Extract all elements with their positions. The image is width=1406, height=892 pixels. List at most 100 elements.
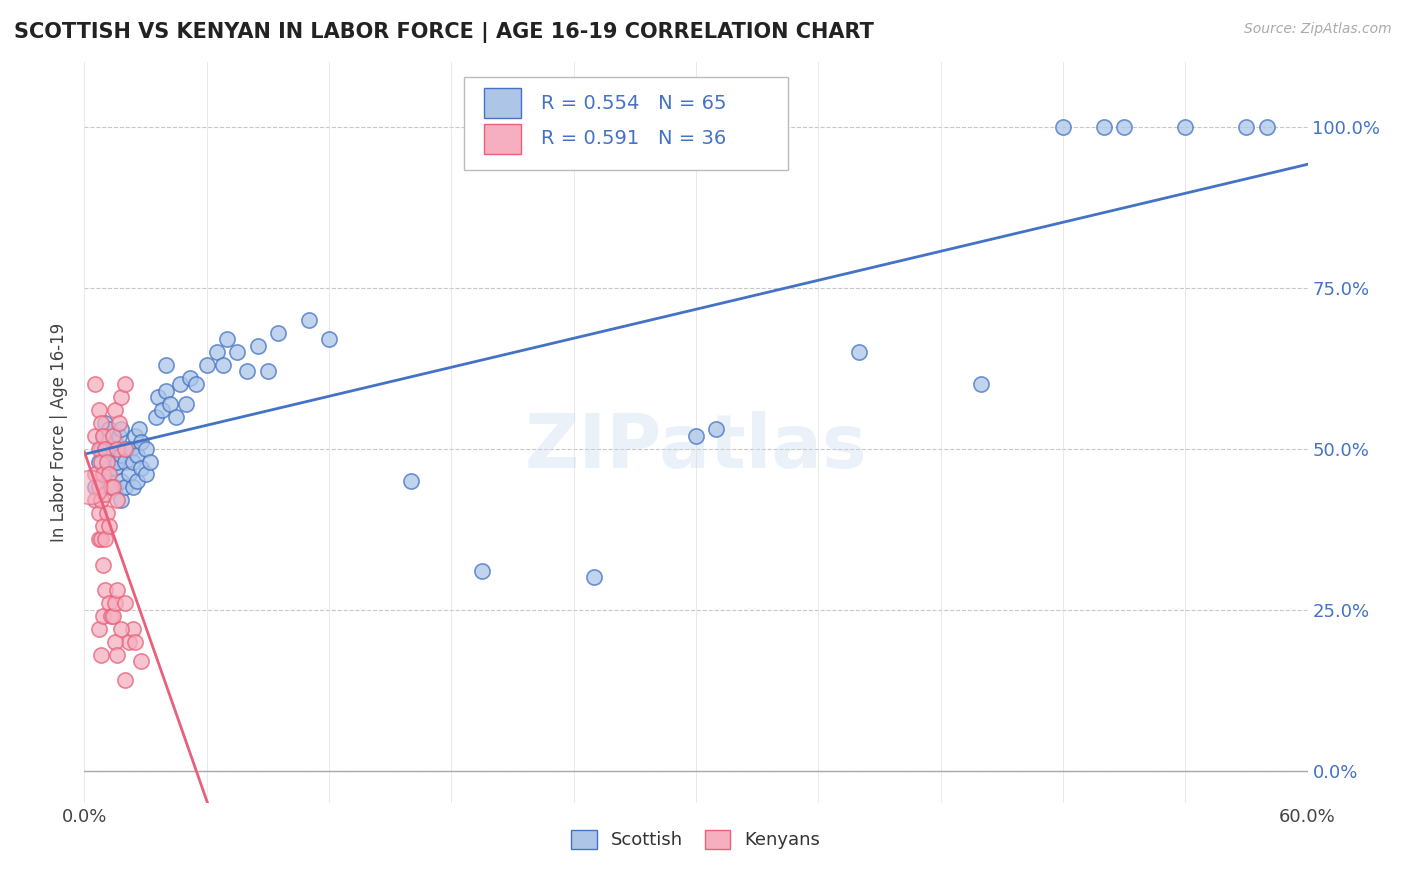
Point xyxy=(118,467,141,482)
Point xyxy=(87,506,110,520)
Point xyxy=(97,461,120,475)
Point xyxy=(471,564,494,578)
Point xyxy=(90,493,112,508)
Point xyxy=(138,454,160,468)
Point xyxy=(179,371,201,385)
Point xyxy=(97,467,120,482)
Point xyxy=(212,358,235,372)
Point xyxy=(399,474,422,488)
Point xyxy=(131,654,153,668)
Point xyxy=(87,622,110,636)
Point xyxy=(145,409,167,424)
Point xyxy=(583,570,606,584)
Point xyxy=(848,345,870,359)
Point xyxy=(110,422,132,436)
Point xyxy=(226,345,249,359)
Point xyxy=(97,442,120,456)
Point xyxy=(110,622,132,636)
Point xyxy=(146,390,169,404)
Point xyxy=(101,480,124,494)
Point xyxy=(122,622,145,636)
Point xyxy=(93,416,115,430)
Point xyxy=(93,467,115,482)
Point xyxy=(115,442,138,456)
Point xyxy=(108,429,131,443)
Point xyxy=(97,422,120,436)
FancyBboxPatch shape xyxy=(484,88,522,118)
Point xyxy=(118,635,141,649)
Point xyxy=(267,326,290,340)
Point xyxy=(97,519,120,533)
Point xyxy=(101,429,124,443)
Point xyxy=(114,377,136,392)
Point xyxy=(114,480,136,494)
Point xyxy=(90,416,112,430)
Point xyxy=(135,467,157,482)
Point xyxy=(91,558,114,572)
Point xyxy=(91,429,114,443)
Point xyxy=(122,454,145,468)
Point xyxy=(108,416,131,430)
Point xyxy=(257,364,280,378)
Point xyxy=(83,480,105,494)
Point xyxy=(91,429,114,443)
Text: SCOTTISH VS KENYAN IN LABOR FORCE | AGE 16-19 CORRELATION CHART: SCOTTISH VS KENYAN IN LABOR FORCE | AGE … xyxy=(14,22,875,44)
Text: Source: ZipAtlas.com: Source: ZipAtlas.com xyxy=(1244,22,1392,37)
Text: R = 0.554   N = 65: R = 0.554 N = 65 xyxy=(541,94,725,112)
Point xyxy=(105,493,128,508)
Point xyxy=(105,583,128,598)
Point xyxy=(127,474,149,488)
Point xyxy=(110,448,132,462)
Point xyxy=(90,648,112,662)
Point xyxy=(87,532,110,546)
Point xyxy=(110,474,132,488)
Point xyxy=(104,435,127,450)
Point xyxy=(83,467,105,482)
Point xyxy=(114,596,136,610)
Point xyxy=(236,364,259,378)
Point xyxy=(114,454,136,468)
Point xyxy=(101,609,124,624)
Point xyxy=(706,422,728,436)
Point xyxy=(104,596,127,610)
Point xyxy=(135,442,157,456)
Point xyxy=(120,442,142,456)
Point xyxy=(186,377,208,392)
Text: ZIPatlas: ZIPatlas xyxy=(524,411,868,484)
Point xyxy=(122,480,145,494)
Point xyxy=(970,377,993,392)
Point xyxy=(104,461,127,475)
Point xyxy=(155,358,177,372)
Point xyxy=(1114,120,1136,134)
Point xyxy=(127,448,149,462)
Point xyxy=(93,442,115,456)
Point xyxy=(155,384,177,398)
Point xyxy=(105,442,128,456)
Point xyxy=(246,339,269,353)
Point xyxy=(150,403,173,417)
Point xyxy=(1174,120,1197,134)
Point xyxy=(91,519,114,533)
Point xyxy=(93,442,115,456)
Point xyxy=(90,454,112,468)
Point xyxy=(128,422,150,436)
Point xyxy=(165,409,187,424)
Point xyxy=(1236,120,1258,134)
Point xyxy=(93,487,115,501)
Point xyxy=(100,480,122,494)
Point xyxy=(104,480,127,494)
Point xyxy=(87,454,110,468)
Point xyxy=(110,493,132,508)
Point xyxy=(83,429,105,443)
Point xyxy=(114,673,136,688)
Point xyxy=(131,435,153,450)
Point xyxy=(96,506,118,520)
Text: R = 0.591   N = 36: R = 0.591 N = 36 xyxy=(541,129,725,148)
Point xyxy=(159,397,181,411)
Point xyxy=(96,454,118,468)
Point xyxy=(685,429,707,443)
Point xyxy=(104,635,127,649)
Point xyxy=(93,583,115,598)
Point xyxy=(124,429,146,443)
Point xyxy=(100,609,122,624)
